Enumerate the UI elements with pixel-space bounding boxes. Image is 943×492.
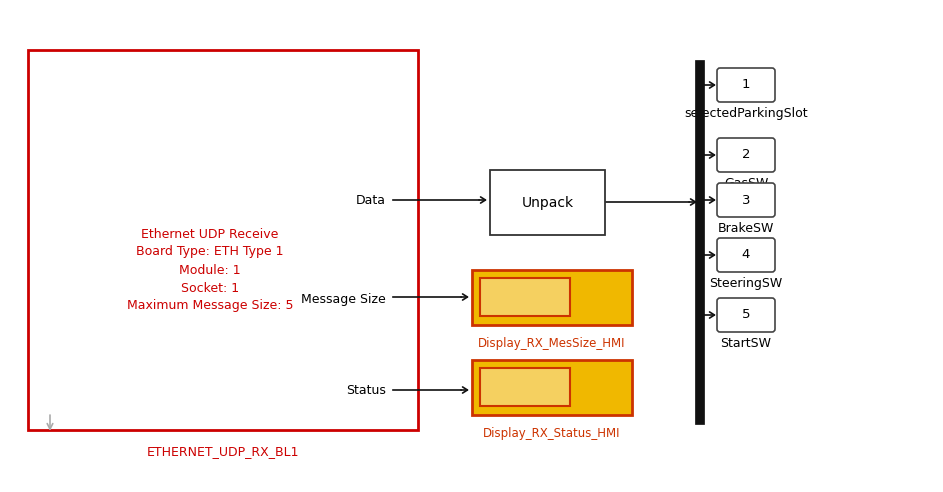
Text: Ethernet UDP Receive: Ethernet UDP Receive [141,227,279,241]
Bar [480,278,570,316]
Text: Message Size: Message Size [301,294,386,307]
FancyBboxPatch shape [717,298,775,332]
Text: Board Type: ETH Type 1: Board Type: ETH Type 1 [136,246,284,258]
Text: Status: Status [346,383,386,397]
Text: Module: 1: Module: 1 [179,264,240,277]
FancyBboxPatch shape [717,183,775,217]
Text: Display_RX_MesSize_HMI: Display_RX_MesSize_HMI [478,337,626,350]
Text: 2: 2 [742,149,751,161]
Text: 3: 3 [742,193,751,207]
Text: Unpack: Unpack [521,195,573,210]
FancyBboxPatch shape [717,238,775,272]
Text: BrakeSW: BrakeSW [718,222,774,235]
Text: Maximum Message Size: 5: Maximum Message Size: 5 [126,300,293,312]
Text: GasSW: GasSW [724,177,769,190]
Text: 1: 1 [742,79,751,92]
Text: Data: Data [356,193,386,207]
Text: Socket: 1: Socket: 1 [181,281,240,295]
FancyBboxPatch shape [717,68,775,102]
Text: StartSW: StartSW [720,337,771,350]
Bar [28,50,418,430]
Text: 5: 5 [742,308,751,321]
Text: Display_RX_Status_HMI: Display_RX_Status_HMI [483,427,620,440]
Bar [490,170,605,235]
Text: SteeringSW: SteeringSW [709,277,783,290]
Text: ETHERNET_UDP_RX_BL1: ETHERNET_UDP_RX_BL1 [147,445,299,458]
Bar [480,368,570,406]
Bar [472,270,632,325]
FancyBboxPatch shape [717,138,775,172]
Text: 4: 4 [742,248,751,262]
Text: selectedParkingSlot: selectedParkingSlot [685,107,808,120]
Bar [472,360,632,415]
